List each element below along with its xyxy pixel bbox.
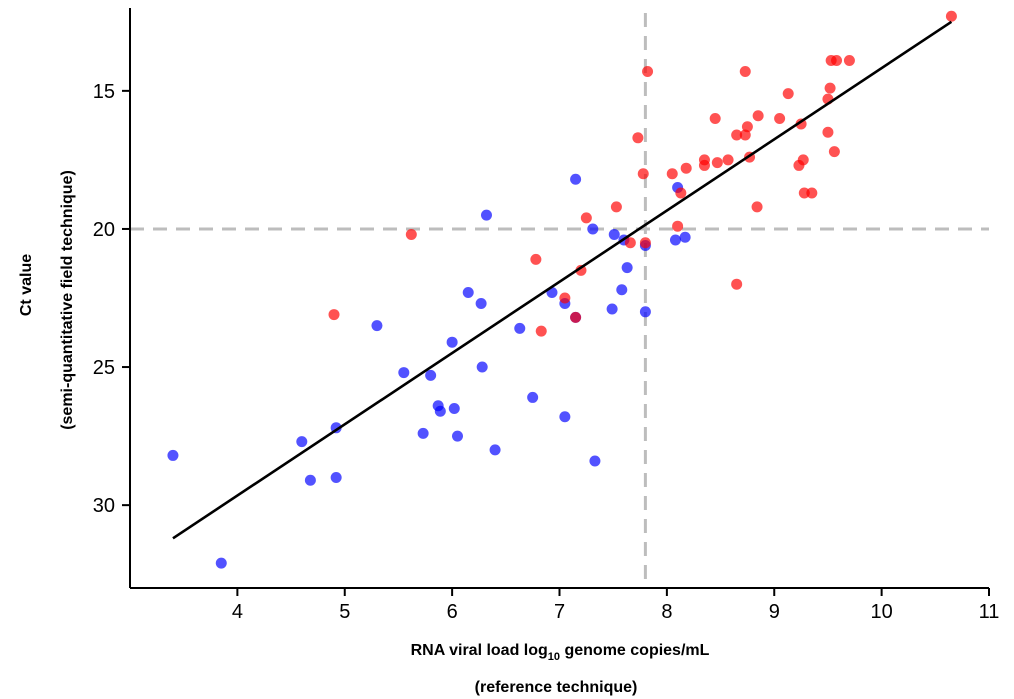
x-tick-label: 11 [979,601,1000,623]
blue-data-point [476,361,488,373]
red-data-point [580,212,592,224]
red-data-point [405,228,417,240]
blue-data-point [669,234,681,246]
axes: 4 5 6 7 8 9 10 11 15 20 25 30 [93,8,1000,623]
red-data-point [672,220,684,232]
y-tick-label: 20 [93,219,115,241]
red-data-point [739,66,751,78]
blue-data-point [446,336,458,348]
blue-data-point [448,402,460,414]
red-data-point [530,253,542,265]
blue-data-point [434,405,446,417]
red-data-point [843,54,855,66]
blue-data-point [616,284,628,296]
x-tick-label: 8 [661,601,672,623]
trend-line [172,20,953,540]
trend-line-group [172,20,953,540]
blue-data-point [215,557,227,569]
x-tick-label: 9 [769,601,780,623]
blue-data-point [621,262,633,274]
red-data-point [535,325,547,337]
red-data-point [610,201,622,213]
y-axis-title-line2: (semi-quantitative field technique) [59,170,76,430]
blue-data-point [589,455,601,467]
blue-data-point [417,427,429,439]
blue-data-point [608,228,620,240]
cutoff-lines [130,13,989,588]
blue-data-point [514,322,526,334]
blue-data-point [167,449,179,461]
red-data-point [774,112,786,124]
red-data-point [731,278,743,290]
red-data-point [570,311,582,323]
red-data-point [798,187,810,199]
red-data-point [752,110,764,122]
red-data-point [824,82,836,94]
red-data-point [782,88,794,100]
blue-data-point [489,444,501,456]
red-data-point [806,187,818,199]
blue-data-point [559,411,571,423]
blue-data-point [679,231,691,243]
red-data-point [698,159,710,171]
red-data-point [559,292,571,304]
blue-data-point [587,223,599,235]
red-data-point [722,154,734,166]
red-data-point [711,157,723,169]
y-tick-label: 30 [93,495,115,517]
blue-data-point [606,303,618,315]
x-axis-title: RNA viral load log10 genome copies/mL [411,642,710,663]
x-tick-label: 10 [871,601,893,623]
x-tick-label: 5 [339,601,350,623]
blue-data-point [462,286,474,298]
y-axis-title: Ct value [18,254,35,316]
red-data-point [751,201,763,213]
blue-data-point [639,306,651,318]
red-data-point [575,264,587,276]
blue-data-point [330,472,342,484]
y-tick-label: 15 [93,81,115,103]
x-tick-label: 7 [554,601,565,623]
red-data-point [739,129,751,141]
blue-data-point [475,298,487,310]
x-tick-label: 4 [232,601,243,623]
y-tick-label: 25 [93,357,115,379]
blue-data-point [371,320,383,332]
red-data-point [680,162,692,174]
red-data-point [731,129,743,141]
red-data-point [709,112,721,124]
blue-data-point [304,474,316,486]
blue-data-point [451,430,463,442]
blue-data-point [296,436,308,448]
red-data-point [675,187,687,199]
x-tick-label: 6 [447,601,458,623]
red-data-point [637,168,649,180]
blue-data-point [425,369,437,381]
red-data-point [624,237,636,249]
red-data-point [945,10,957,22]
red-data-point [639,237,651,249]
red-data-point [642,66,654,78]
red-data-point [822,126,834,138]
x-axis-title-line2: (reference technique) [475,679,638,696]
blue-data-point [527,391,539,403]
red-data-point [831,54,843,66]
red-data-point [828,146,840,158]
blue-data-point [570,173,582,185]
red-data-point [797,154,809,166]
red-data-point [741,121,753,133]
blue-data-point [480,209,492,221]
red-data-point [632,132,644,144]
data-points [167,10,957,569]
blue-data-point [398,367,410,379]
red-data-point [328,309,340,321]
red-data-point [666,168,678,180]
axis-labels: RNA viral load log10 genome copies/mL (r… [18,170,710,696]
